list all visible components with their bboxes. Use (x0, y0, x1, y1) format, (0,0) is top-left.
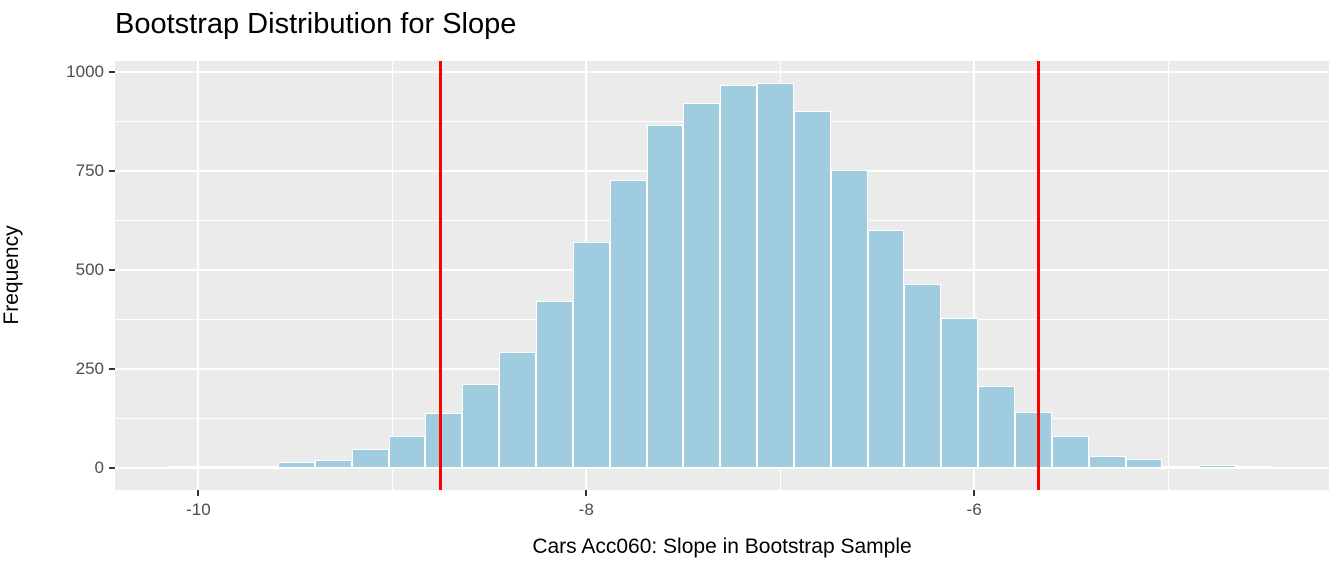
x-tick-label: -8 (578, 500, 594, 519)
histogram-bar (572, 242, 610, 469)
y-tick-mark (109, 169, 115, 172)
gridline-x-minor (391, 61, 393, 490)
histogram-bar (830, 169, 868, 469)
histogram-bar (425, 413, 463, 469)
histogram-bar (1162, 466, 1200, 469)
histogram-bar (904, 283, 942, 469)
histogram-bar (609, 179, 647, 469)
histogram-bar (241, 466, 279, 469)
gridline-x-minor (1167, 61, 1169, 490)
y-tick-mark (109, 368, 115, 371)
x-tick-mark (973, 490, 976, 496)
plot-panel (115, 61, 1329, 490)
histogram-bar (351, 449, 389, 469)
ci-upper-line (1036, 61, 1040, 490)
histogram-bar (314, 460, 352, 469)
histogram-bar (720, 85, 758, 469)
histogram-bar (167, 466, 205, 469)
y-tick-mark (109, 268, 115, 271)
y-tick-label: 1000 (66, 61, 104, 81)
y-tick-label: 750 (75, 160, 104, 180)
histogram-bar (793, 110, 831, 469)
histogram-bar (462, 384, 500, 469)
x-tick-label: -10 (186, 500, 211, 519)
gridline-x-major (197, 61, 200, 490)
histogram-bar (536, 300, 573, 469)
histogram-bar (757, 82, 794, 469)
histogram-bar (867, 229, 905, 469)
gridline-y-major (115, 467, 1329, 470)
y-tick-mark (109, 70, 115, 73)
histogram-bar (1125, 459, 1163, 469)
histogram-bar (204, 466, 242, 469)
x-tick-label: -6 (966, 500, 982, 519)
histogram-bar (1051, 436, 1089, 469)
gridline-y-major (115, 70, 1329, 73)
x-tick-mark (197, 490, 200, 496)
histogram-bar (1236, 466, 1273, 469)
gridline-x-major (973, 61, 976, 490)
histogram-bar (388, 436, 426, 469)
histogram-bar (278, 462, 315, 469)
chart-title: Bootstrap Distribution for Slope (115, 8, 517, 40)
y-tick-label: 0 (94, 458, 104, 478)
y-axis-label: Frequency (0, 225, 23, 325)
x-tick-mark (585, 490, 588, 496)
ci-lower-line (439, 61, 443, 490)
histogram-bar (683, 102, 721, 469)
y-tick-label: 500 (75, 259, 104, 279)
histogram-bar (941, 318, 979, 469)
y-tick-label: 250 (75, 359, 104, 379)
histogram-bar (646, 125, 684, 469)
histogram-bar (1015, 412, 1052, 469)
y-tick-mark (109, 467, 115, 470)
histogram-bar (978, 385, 1016, 469)
histogram-bar (1199, 464, 1237, 469)
histogram-bar (499, 352, 537, 469)
histogram-bar (1088, 456, 1126, 469)
x-axis-label: Cars Acc060: Slope in Bootstrap Sample (532, 535, 912, 558)
